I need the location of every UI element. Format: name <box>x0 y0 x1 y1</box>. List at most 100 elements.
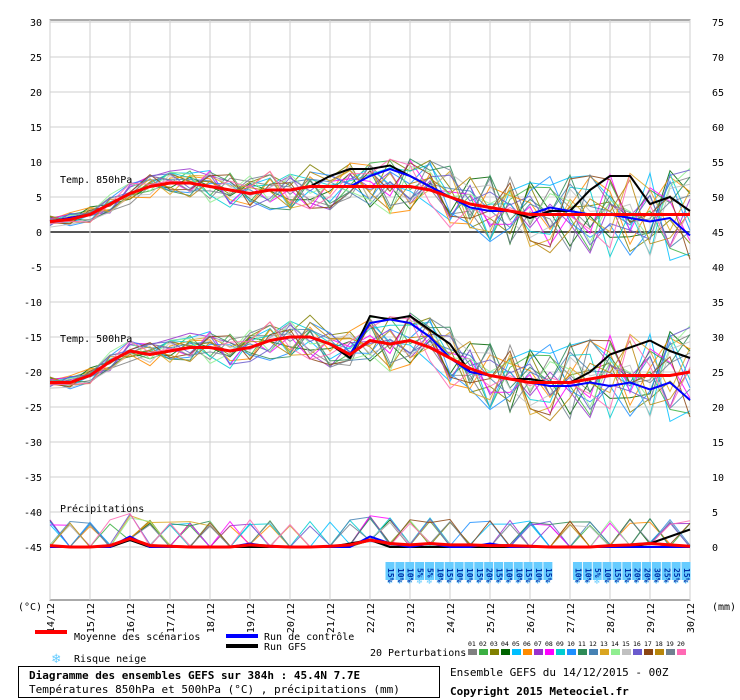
snow-risk-cell <box>494 562 504 580</box>
y-right-tick-label: 0 <box>712 543 718 554</box>
y-right-tick-label: 20 <box>712 403 724 414</box>
snow-flake-icon: ❄ <box>387 576 394 587</box>
legend-pert-swatch <box>490 649 499 655</box>
snow-risk-value: 20% <box>643 568 652 583</box>
snow-flake-icon: ❄ <box>634 576 641 587</box>
legend-pert-swatch <box>677 649 686 655</box>
snow-flake-icon: ❄ <box>456 576 463 587</box>
x-tick-label: 28/12 <box>606 603 617 633</box>
snow-risk-cell <box>602 562 612 580</box>
y-left-tick-label: 25 <box>30 53 42 64</box>
snow-flake-icon: ❄ <box>476 576 483 587</box>
y-left-tick-label: 20 <box>30 88 42 99</box>
snow-risk-value: 10% <box>573 568 582 583</box>
panel-label-t850: Temp. 850hPa <box>60 175 132 186</box>
snow-flake-icon: ❄ <box>574 576 581 587</box>
x-tick-label: 14/12 <box>46 603 57 633</box>
run-info: Ensemble GEFS du 14/12/2015 - 00Z <box>450 666 669 679</box>
snow-risk-value: 5% <box>425 568 434 578</box>
snow-risk-value: 10% <box>406 568 415 583</box>
snow-flake-icon: ❄ <box>466 576 473 587</box>
snow-risk-cell <box>533 562 543 580</box>
series-line-precip <box>49 537 691 549</box>
legend-pert-swatch <box>600 649 609 655</box>
perturbation-line <box>49 316 691 410</box>
snow-risk-label: Risque neige <box>74 654 146 665</box>
snow-risk-value: 10% <box>534 568 543 583</box>
legend-pert-swatch <box>545 649 554 655</box>
snow-risk-cell <box>592 562 602 580</box>
perturbation-line <box>49 158 691 249</box>
series-line-t500 <box>50 335 691 384</box>
legend-pert-swatch <box>611 649 620 655</box>
y-left-tick-label: -10 <box>24 298 42 309</box>
snow-risk-cell <box>484 562 494 580</box>
snow-flake-icon: ❄ <box>644 576 651 587</box>
legend-pert-number: 19 <box>666 640 674 648</box>
snow-flake-icon: ❄ <box>446 576 453 587</box>
legend-control-label: Run de contrôle <box>264 631 354 643</box>
legend-pert-number: 14 <box>611 640 619 648</box>
snow-risk-cell <box>424 562 434 580</box>
y-right-tick-label: 70 <box>712 53 724 64</box>
perturbation-line <box>49 165 691 258</box>
y-left-tick-label: -5 <box>30 263 42 274</box>
snow-risk-value: 15% <box>386 568 395 583</box>
snow-risk-value: 15% <box>613 568 622 583</box>
legend-pert-swatch <box>479 649 488 655</box>
snow-risk-value: 15% <box>623 568 632 583</box>
y-left-tick-label: -15 <box>24 333 42 344</box>
chart-title-box: Diagramme des ensembles GEFS sur 384h : … <box>18 666 440 698</box>
legend-pert-number: 07 <box>534 640 542 648</box>
x-tick-label: 17/12 <box>166 603 177 633</box>
x-tick-label: 22/12 <box>366 603 377 633</box>
legend-pert-number: 02 <box>479 640 487 648</box>
legend-pert-swatch <box>567 649 576 655</box>
snow-flake-icon: ❄ <box>614 576 621 587</box>
snow-risk-cell <box>434 562 444 580</box>
perturbation-line <box>49 162 691 260</box>
legend-pert-number: 09 <box>556 640 564 648</box>
snow-risk-value: 20% <box>485 568 494 583</box>
y-right-tick-label: 25 <box>712 368 724 379</box>
perturbation-line <box>49 323 691 419</box>
snow-risk-cell <box>622 562 632 580</box>
legend-pert-swatch <box>556 649 565 655</box>
x-tick-label: 19/12 <box>246 603 257 633</box>
snow-risk-value: 15% <box>495 568 504 583</box>
legend-pert-swatch <box>633 649 642 655</box>
x-tick-label: 18/12 <box>206 603 217 633</box>
y-right-tick-label: 55 <box>712 158 724 169</box>
y-right-tick-label: 15 <box>712 438 724 449</box>
snow-risk-value: 25% <box>662 568 671 583</box>
snow-risk-value: 10% <box>396 568 405 583</box>
legend-pert-swatch <box>468 649 477 655</box>
y-left-tick-label: -20 <box>24 368 42 379</box>
copyright: Copyright 2015 Meteociel.fr <box>450 685 629 698</box>
snow-flake-icon: ❄ <box>417 576 424 587</box>
x-tick-label: 15/12 <box>86 603 97 633</box>
y-right-tick-label: 40 <box>712 263 724 274</box>
legend-pert-number: 11 <box>578 640 586 648</box>
panel-label-t500: Temp. 500hPa <box>60 334 132 345</box>
x-tick-label: 25/12 <box>486 603 497 633</box>
snow-risk-value: 15% <box>445 568 454 583</box>
main-series-lines <box>49 164 691 549</box>
y-left-tick-label: -45 <box>24 543 42 554</box>
snow-risk-cell <box>415 562 425 580</box>
y-right-tick-label: 30 <box>712 333 724 344</box>
snow-flake-icon: ❄ <box>407 576 414 587</box>
legend-pert-swatch <box>534 649 543 655</box>
panel-label-precip: Précipitations <box>60 503 144 515</box>
legend-pert-number: 12 <box>589 640 597 648</box>
legend-pert-swatch <box>589 649 598 655</box>
snow-flake-icon: ❄ <box>594 576 601 587</box>
y-left-tick-label: 15 <box>30 123 42 134</box>
legend-pert-number: 17 <box>644 640 652 648</box>
chart-subtitle: Températures 850hPa et 500hPa (°C) , pré… <box>29 683 400 696</box>
snow-flake-icon: ❄ <box>486 576 493 587</box>
x-tick-label: 30/12 <box>686 603 697 633</box>
snow-risk-cell <box>642 562 652 580</box>
legend-pert-number: 15 <box>622 640 630 648</box>
legend-mean-label: Moyenne des scénarios <box>74 631 200 643</box>
